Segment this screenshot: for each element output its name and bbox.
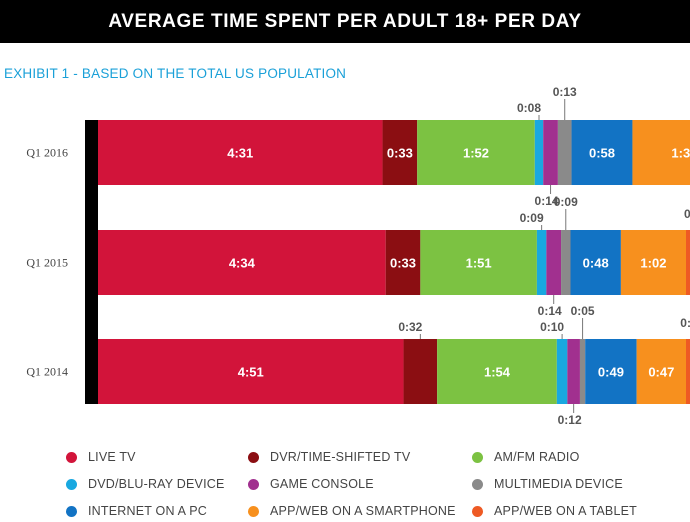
legend-swatch-icon	[248, 505, 259, 517]
bar-q1-2014-live-tv	[98, 339, 404, 404]
legend-label: MULTIMEDIA DEVICE	[494, 477, 623, 491]
data-label-q1-2014-live-tv: 4:51	[238, 365, 264, 380]
bar-q1-2015-internet-on-a-pc	[570, 230, 621, 295]
axis-baseline	[85, 120, 98, 404]
bar-q1-2014-dvd-blu-ray-device	[556, 339, 568, 404]
data-label-q1-2015-app-web-on-a-tablet: 0:19	[684, 207, 690, 221]
bar-q1-2014-internet-on-a-pc	[585, 339, 637, 404]
bar-q1-2015-dvd-blu-ray-device	[536, 230, 547, 295]
legend-label: AM/FM RADIO	[494, 450, 580, 464]
bar-q1-2014-app-web-on-a-tablet	[686, 339, 690, 404]
category-label-q1-2015: Q1 2015	[26, 256, 68, 270]
data-label-q1-2016-live-tv: 4:31	[227, 146, 253, 161]
data-label-q1-2014-app-web-on-a-smartphone: 0:47	[648, 365, 674, 380]
legend-item-app-web-on-a-tablet: APP/WEB ON A TABLET	[472, 504, 637, 518]
data-label-q1-2016-internet-on-a-pc: 0:58	[589, 146, 615, 161]
data-label-q1-2014-multimedia-device: 0:05	[571, 304, 595, 318]
bar-q1-2015-multimedia-device	[561, 230, 571, 295]
legend-item-app-web-on-a-smartphone: APP/WEB ON A SMARTPHONE	[248, 504, 456, 518]
bar-q1-2015-dvr-time-shifted-tv	[385, 230, 421, 295]
category-label-q1-2014: Q1 2014	[26, 365, 68, 379]
chart-title: AVERAGE TIME SPENT PER ADULT 18+ PER DAY	[0, 0, 690, 43]
data-label-q1-2015-dvd-blu-ray-device: 0:09	[520, 211, 544, 225]
legend-swatch-icon	[66, 451, 77, 463]
data-label-q1-2015-am-fm-radio: 1:51	[466, 256, 492, 271]
data-label-q1-2015-dvr-time-shifted-tv: 0:33	[390, 256, 416, 271]
bar-q1-2015-game-console	[546, 230, 562, 295]
legend-swatch-icon	[66, 505, 77, 517]
bar-q1-2016-live-tv	[98, 120, 383, 185]
bar-q1-2015-am-fm-radio	[420, 230, 537, 295]
category-label-q1-2016: Q1 2016	[26, 146, 68, 160]
chart-legend: LIVE TV DVR/TIME-SHIFTED TV AM/FM RADIO DVD…	[66, 450, 686, 520]
data-label-q1-2015-app-web-on-a-smartphone: 1:02	[640, 256, 666, 271]
bar-q1-2016-internet-on-a-pc	[571, 120, 633, 185]
data-label-q1-2016-multimedia-device: 0:13	[553, 85, 577, 99]
chart-subtitle: EXHIBIT 1 - BASED ON THE TOTAL US POPULA…	[4, 66, 347, 81]
data-label-q1-2015-live-tv: 4:34	[229, 256, 256, 271]
bar-q1-2014-game-console	[567, 339, 580, 404]
legend-item-dvr-time-shifted-tv: DVR/TIME-SHIFTED TV	[248, 450, 410, 464]
bar-q1-2015-app-web-on-a-tablet	[686, 230, 690, 295]
data-label-q1-2015-game-console: 0:14	[538, 304, 562, 318]
legend-swatch-icon	[248, 478, 259, 490]
legend-item-game-console: GAME CONSOLE	[248, 477, 374, 491]
legend-item-live-tv: LIVE TV	[66, 450, 136, 464]
bar-q1-2016-am-fm-radio	[417, 120, 535, 185]
legend-swatch-icon	[472, 451, 483, 463]
data-label-q1-2016-app-web-on-a-smartphone: 1:39	[671, 146, 690, 161]
legend-swatch-icon	[248, 451, 259, 463]
data-label-q1-2015-multimedia-device: 0:09	[554, 195, 578, 209]
data-label-q1-2014-internet-on-a-pc: 0:49	[598, 365, 624, 380]
legend-item-internet-on-a-pc: INTERNET ON A PC	[66, 504, 207, 518]
data-label-q1-2014-dvd-blu-ray-device: 0:10	[540, 320, 564, 334]
legend-item-am-fm-radio: AM/FM RADIO	[472, 450, 580, 464]
legend-swatch-icon	[472, 478, 483, 490]
data-label-q1-2014-app-web-on-a-tablet: 0:12	[680, 316, 690, 330]
data-label-q1-2016-game-console: 0:14	[535, 194, 559, 208]
bar-q1-2014-am-fm-radio	[437, 339, 557, 404]
bar-q1-2014-app-web-on-a-smartphone	[636, 339, 686, 404]
bar-q1-2016-game-console	[543, 120, 558, 185]
bar-q1-2015-app-web-on-a-smartphone	[620, 230, 686, 295]
bar-q1-2014-multimedia-device	[579, 339, 586, 404]
legend-item-dvd-blu-ray-device: DVD/BLU-RAY DEVICE	[66, 477, 225, 491]
data-label-q1-2016-am-fm-radio: 1:52	[463, 146, 489, 161]
bar-q1-2016-dvd-blu-ray-device	[534, 120, 544, 185]
bar-q1-2016-app-web-on-a-smartphone	[632, 120, 690, 185]
data-label-q1-2015-internet-on-a-pc: 0:48	[583, 256, 609, 271]
data-label-q1-2016-dvd-blu-ray-device: 0:08	[517, 101, 541, 115]
legend-label: INTERNET ON A PC	[88, 504, 207, 518]
legend-label: DVD/BLU-RAY DEVICE	[88, 477, 225, 491]
legend-label: APP/WEB ON A SMARTPHONE	[270, 504, 456, 518]
legend-item-multimedia-device: MULTIMEDIA DEVICE	[472, 477, 623, 491]
bar-q1-2016-multimedia-device	[557, 120, 572, 185]
data-label-q1-2014-dvr-time-shifted-tv: 0:32	[398, 320, 422, 334]
data-label-q1-2016-dvr-time-shifted-tv: 0:33	[387, 146, 413, 161]
bar-q1-2014-dvr-time-shifted-tv	[403, 339, 438, 404]
bar-q1-2015-live-tv	[98, 230, 386, 295]
bar-q1-2016-dvr-time-shifted-tv	[382, 120, 418, 185]
legend-label: LIVE TV	[88, 450, 136, 464]
data-label-q1-2014-game-console: 0:12	[558, 413, 582, 427]
legend-label: APP/WEB ON A TABLET	[494, 504, 637, 518]
legend-swatch-icon	[66, 478, 77, 490]
legend-label: DVR/TIME-SHIFTED TV	[270, 450, 411, 464]
legend-label: GAME CONSOLE	[270, 477, 374, 491]
legend-swatch-icon	[472, 505, 483, 517]
stacked-bar-chart: Q1 20164:310:331:520:581:390:080:130:310…	[26, 85, 690, 427]
data-label-q1-2014-am-fm-radio: 1:54	[484, 365, 511, 380]
